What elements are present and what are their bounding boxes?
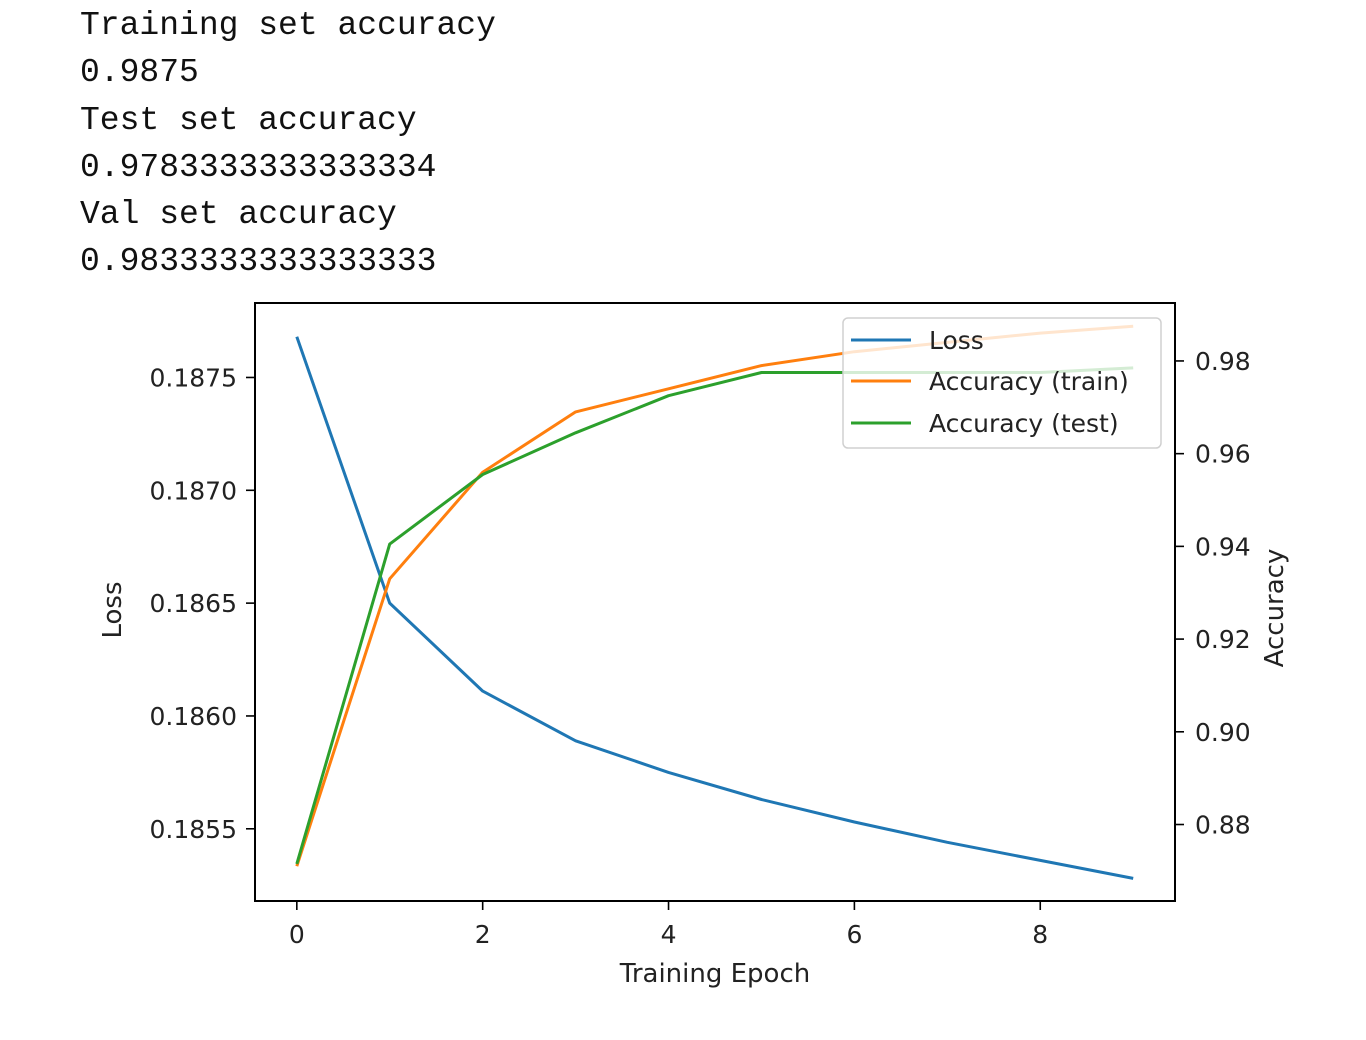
legend-label-accuracy-test: Accuracy (test): [929, 409, 1119, 438]
val-accuracy-value: 0.9833333333333333: [80, 243, 437, 281]
train-accuracy-label: Training set accuracy: [80, 7, 496, 44]
y-axis-left-label: Loss: [98, 581, 128, 638]
y-right-tick-label: 0.98: [1195, 347, 1251, 376]
legend: Loss Accuracy (train) Accuracy (test): [842, 317, 1162, 449]
y-left-tick-label: 0.1860: [150, 702, 237, 731]
x-tick-label: 8: [1032, 920, 1048, 949]
x-tick-label: 4: [661, 920, 677, 949]
test-accuracy-value: 0.9783333333333334: [80, 148, 437, 186]
x-axis-label: Training Epoch: [619, 959, 810, 989]
train-accuracy-value: 0.9875: [80, 54, 199, 92]
series-line-loss: [295, 336, 1134, 880]
y-right-tick-label: 0.90: [1195, 718, 1251, 747]
legend-box: [842, 317, 1162, 449]
y-left-tick-label: 0.1870: [150, 476, 237, 505]
legend-label-loss: Loss: [929, 326, 984, 355]
y-right-tick-label: 0.92: [1195, 625, 1251, 654]
y-right-tick-label: 0.88: [1195, 811, 1251, 840]
y-left-tick-label: 0.1865: [150, 589, 237, 618]
cell-output: Training set accuracy 0.9875 Test set accu…: [80, 2, 496, 286]
y-right-tick-label: 0.96: [1195, 440, 1251, 469]
x-tick-label: 0: [289, 920, 305, 949]
x-tick-label: 2: [475, 920, 491, 949]
y-left-tick-label: 0.1875: [150, 363, 237, 392]
test-accuracy-label: Test set accuracy: [80, 101, 417, 139]
legend-label-accuracy-train: Accuracy (train): [929, 367, 1129, 396]
ticks-layer: 0 2 4 6 8 0.1855 0.1860 0.1865 0.1870 0.1875 0.88 0…: [150, 347, 1251, 949]
plot-frame: [254, 302, 1176, 902]
y-axis-right-label: Accuracy: [1260, 549, 1290, 668]
y-right-tick-label: 0.94: [1195, 532, 1251, 561]
y-left-tick-label: 0.1855: [150, 815, 237, 844]
x-tick-label: 6: [846, 920, 862, 949]
val-accuracy-label: Val set accuracy: [80, 196, 397, 234]
